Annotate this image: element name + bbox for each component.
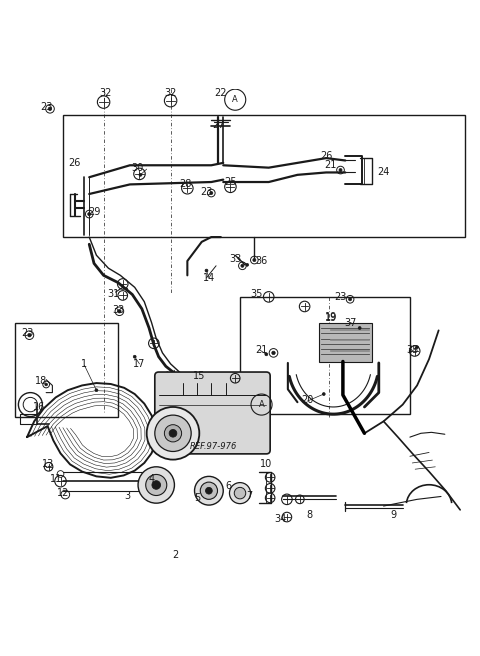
- Text: 16: 16: [33, 402, 45, 412]
- Text: 23: 23: [335, 292, 347, 302]
- Text: 33: 33: [112, 305, 124, 315]
- Text: 20: 20: [301, 395, 313, 405]
- Text: 36: 36: [255, 256, 268, 266]
- Circle shape: [48, 107, 52, 110]
- Circle shape: [205, 269, 208, 272]
- Text: A: A: [232, 95, 238, 104]
- Text: REF.97-976: REF.97-976: [190, 442, 237, 451]
- Bar: [240, 297, 410, 414]
- Circle shape: [139, 173, 142, 176]
- Text: 4: 4: [148, 474, 155, 483]
- Circle shape: [95, 389, 98, 392]
- Text: 18: 18: [35, 376, 48, 386]
- Circle shape: [234, 487, 246, 499]
- Circle shape: [348, 298, 352, 301]
- Text: 23: 23: [200, 186, 213, 197]
- Circle shape: [169, 430, 177, 437]
- FancyBboxPatch shape: [155, 372, 270, 454]
- Circle shape: [28, 333, 31, 337]
- Circle shape: [155, 415, 191, 451]
- Text: 21: 21: [255, 344, 268, 354]
- Circle shape: [194, 476, 223, 505]
- Text: 23: 23: [40, 102, 52, 112]
- Circle shape: [323, 392, 325, 396]
- Circle shape: [147, 407, 199, 460]
- Text: 30: 30: [131, 163, 143, 173]
- Bar: [63, 115, 465, 237]
- Text: 7: 7: [246, 491, 252, 501]
- Text: 33: 33: [229, 254, 241, 264]
- Circle shape: [272, 351, 275, 355]
- Circle shape: [200, 482, 217, 499]
- Text: 15: 15: [193, 371, 205, 381]
- Circle shape: [118, 310, 121, 313]
- Circle shape: [339, 169, 342, 172]
- Text: 17: 17: [133, 359, 145, 369]
- Circle shape: [133, 356, 136, 358]
- Text: 32: 32: [165, 89, 177, 98]
- Text: 32: 32: [100, 89, 112, 98]
- Text: 6: 6: [225, 481, 231, 491]
- Text: 14: 14: [203, 273, 215, 283]
- Circle shape: [205, 487, 212, 494]
- Circle shape: [210, 192, 213, 195]
- Text: 31: 31: [107, 289, 120, 300]
- Bar: [15, 323, 118, 417]
- Circle shape: [152, 481, 160, 489]
- Text: 29: 29: [88, 207, 100, 217]
- Text: 24: 24: [377, 167, 390, 178]
- Text: 12: 12: [57, 488, 69, 498]
- Text: 23: 23: [21, 328, 33, 338]
- Text: 27: 27: [212, 119, 225, 130]
- Text: 19: 19: [325, 312, 337, 323]
- Text: 5: 5: [194, 493, 200, 503]
- Text: 35: 35: [251, 289, 263, 300]
- Text: 9: 9: [390, 510, 396, 520]
- Circle shape: [253, 258, 256, 262]
- Circle shape: [138, 467, 174, 503]
- Circle shape: [229, 483, 251, 504]
- Circle shape: [246, 264, 249, 266]
- Text: 28: 28: [179, 180, 191, 190]
- Circle shape: [416, 346, 419, 348]
- Text: 37: 37: [344, 318, 356, 328]
- Text: 3: 3: [124, 491, 131, 501]
- Circle shape: [241, 264, 244, 267]
- Text: 11: 11: [49, 474, 62, 483]
- Text: 10: 10: [260, 459, 273, 470]
- Text: 2: 2: [172, 550, 179, 560]
- Text: 13: 13: [42, 459, 55, 470]
- Text: 25: 25: [224, 177, 237, 187]
- Text: 35: 35: [406, 344, 419, 354]
- Circle shape: [88, 213, 91, 216]
- Text: 21: 21: [325, 160, 337, 171]
- Circle shape: [146, 474, 167, 495]
- Text: 26: 26: [69, 158, 81, 168]
- Text: 19: 19: [325, 314, 337, 323]
- Text: A: A: [259, 400, 264, 409]
- Text: 1: 1: [82, 359, 87, 369]
- Circle shape: [45, 383, 48, 386]
- Text: 26: 26: [320, 151, 332, 161]
- Text: 34: 34: [275, 514, 287, 524]
- Circle shape: [164, 424, 181, 442]
- Circle shape: [265, 353, 268, 356]
- Bar: [319, 323, 372, 361]
- Text: 22: 22: [215, 89, 227, 98]
- Circle shape: [358, 327, 361, 329]
- Text: 8: 8: [306, 510, 312, 520]
